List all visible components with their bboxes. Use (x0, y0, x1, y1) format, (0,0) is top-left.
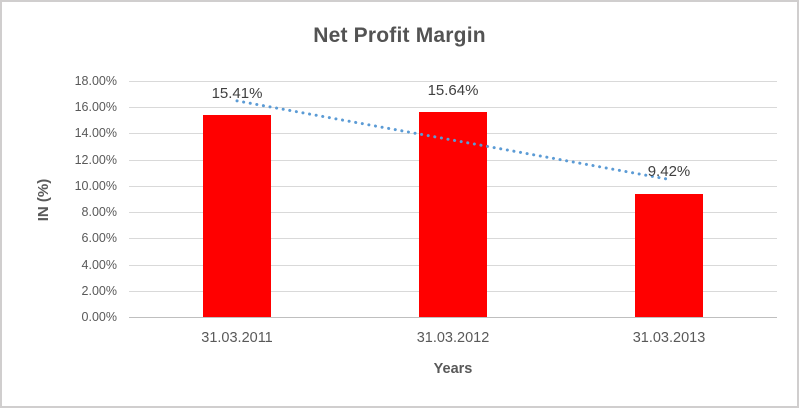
chart-title: Net Profit Margin (313, 24, 486, 47)
data-label: 15.64% (427, 81, 479, 99)
y-tick-label: 10.00% (74, 178, 117, 193)
y-tick-label: 4.00% (81, 257, 117, 272)
y-tick-label: 12.00% (74, 152, 117, 167)
y-tick-label: 6.00% (81, 231, 117, 246)
x-tick-label: 31.03.2012 (416, 330, 490, 346)
data-label: 15.41% (211, 84, 263, 102)
x-tick-label: 31.03.2011 (201, 330, 273, 346)
y-tick-label: 16.00% (74, 100, 117, 115)
x-tick-label: 31.03.2013 (632, 330, 706, 346)
bar-31.03.2011 (203, 114, 271, 317)
x-axis-title: Years (433, 361, 473, 377)
bar-31.03.2012 (419, 111, 487, 317)
data-label: 9.42% (647, 163, 691, 181)
gridline (129, 107, 777, 109)
bar-31.03.2013 (635, 193, 703, 317)
gridline (129, 81, 777, 82)
x-axis-line (129, 317, 777, 318)
trendline (235, 99, 671, 181)
y-tick-label: 2.00% (81, 283, 117, 298)
plot-area (129, 81, 777, 318)
y-tick-label: 18.00% (74, 74, 117, 88)
y-tick-label: 0.00% (81, 310, 117, 324)
y-tick-label: 8.00% (81, 205, 117, 220)
y-tick-label: 14.00% (74, 126, 117, 141)
